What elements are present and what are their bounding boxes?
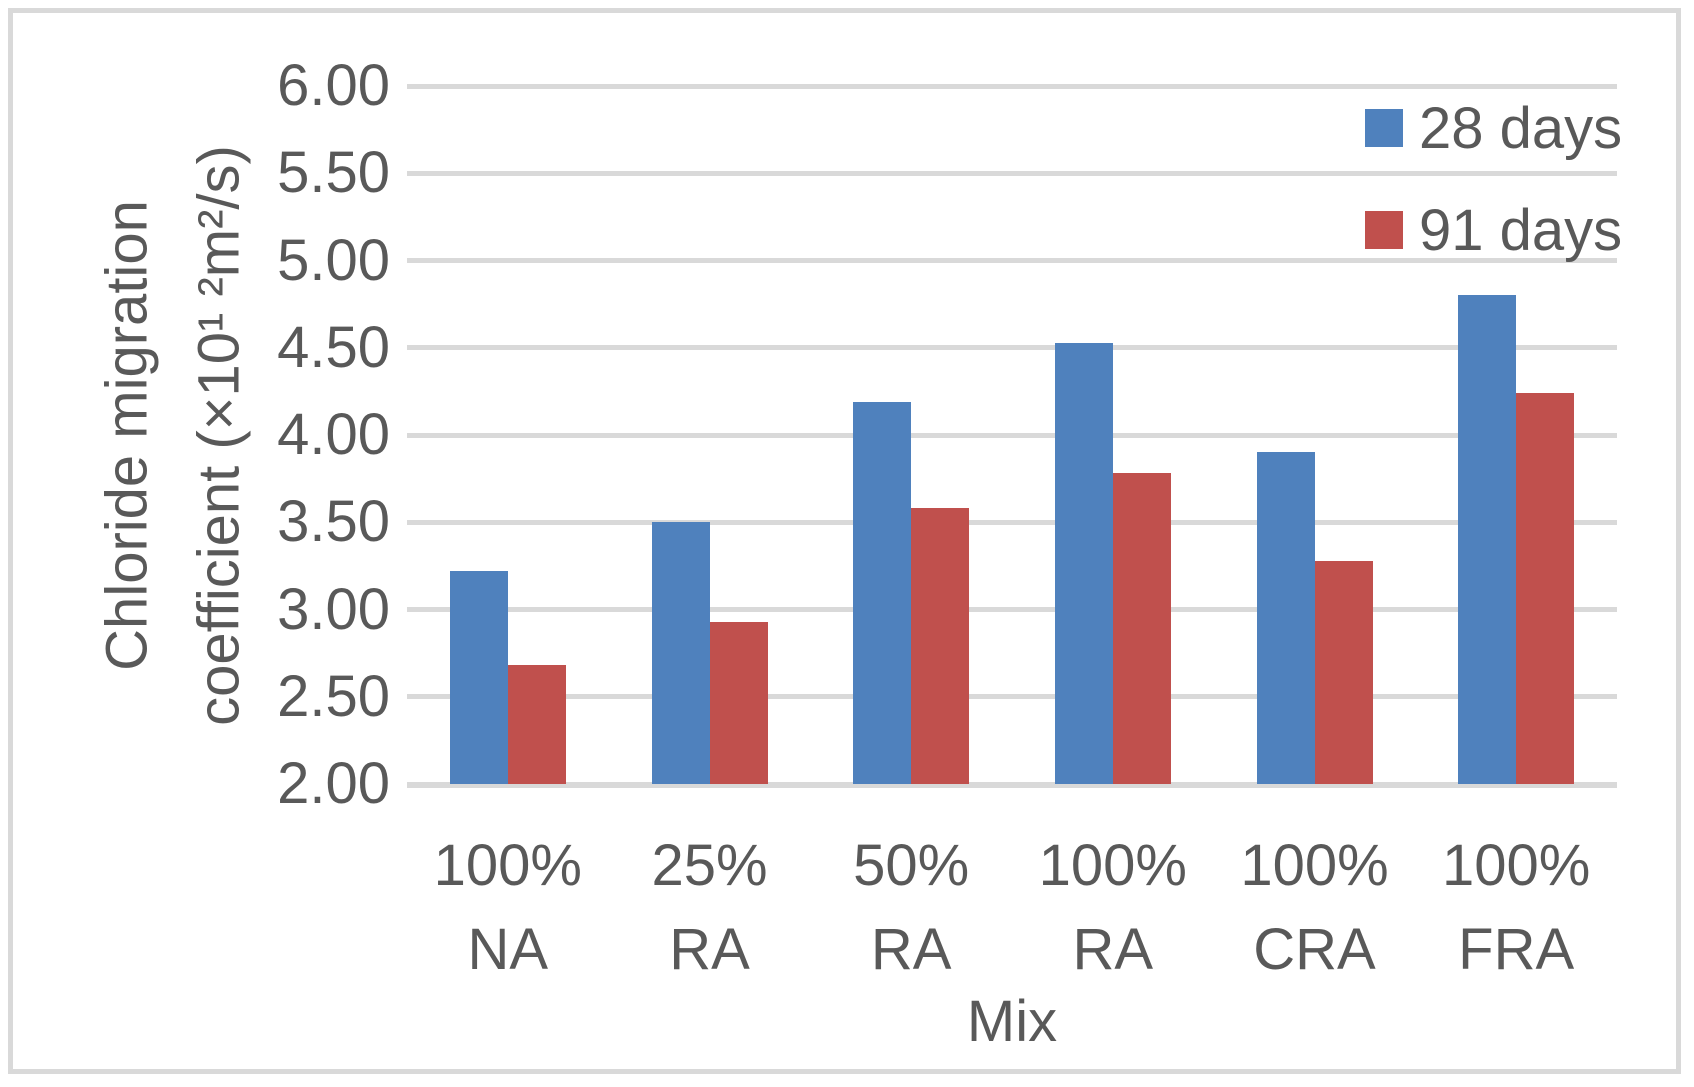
bar-28-days-100-fra — [1458, 295, 1517, 784]
x-category-label-line: CRA — [1253, 917, 1376, 982]
bar-91-days-50-ra — [911, 508, 970, 784]
x-category-label-line: 50% — [853, 833, 970, 898]
gridline — [407, 345, 1617, 351]
gridline — [407, 170, 1617, 176]
bar-91-days-100-ra — [1112, 473, 1171, 784]
y-axis-title-line1: Chloride migration — [93, 199, 159, 671]
legend-item-91-days: 91 days — [1365, 198, 1622, 263]
x-category-label-100-fra: 100% FRA — [1415, 824, 1617, 992]
y-tick-label: 5.00 — [277, 227, 390, 293]
bar-91-days-25-ra — [709, 621, 768, 784]
x-category-label-line: RA — [669, 917, 750, 982]
gridline — [407, 83, 1617, 89]
y-tick-label: 3.50 — [277, 489, 390, 555]
bar-91-days-100-na — [507, 665, 566, 784]
x-category-label-100-ra: 100% RA — [1012, 824, 1214, 992]
legend-item-28-days: 28 days — [1365, 96, 1622, 161]
bar-91-days-100-fra — [1516, 393, 1575, 784]
x-category-label-line: 100% — [1038, 833, 1187, 898]
chart-border — [8, 8, 1681, 1074]
x-category-label-line: NA — [467, 917, 549, 982]
x-axis-line — [407, 781, 1617, 788]
bar-28-days-100-ra — [1054, 342, 1113, 784]
x-category-label-100-na: 100% NA — [407, 824, 609, 992]
y-tick-label: 2.50 — [277, 663, 390, 729]
gridline — [407, 432, 1617, 438]
gridline — [407, 258, 1617, 263]
x-category-label-line: RA — [870, 917, 952, 982]
x-category-label-100-cra: 100% CRA — [1214, 824, 1416, 992]
x-category-label-line: 25% — [651, 833, 768, 898]
x-category-label-line: 100% — [1240, 833, 1389, 898]
x-category-label-line: 100% — [1441, 833, 1591, 898]
gridline — [407, 607, 1617, 612]
bar-28-days-50-ra — [853, 401, 912, 784]
plot-area — [407, 83, 1617, 788]
y-tick-label: 3.00 — [277, 576, 390, 642]
x-category-label-50-ra: 50% RA — [810, 824, 1012, 992]
y-tick-label: 6.00 — [277, 53, 390, 118]
x-axis-title: Mix — [966, 989, 1058, 1054]
gridline — [407, 694, 1617, 700]
y-tick-label: 4.00 — [277, 402, 390, 467]
bar-28-days-100-cra — [1256, 452, 1315, 784]
y-tick-label: 4.50 — [277, 314, 390, 380]
gridline — [407, 519, 1617, 525]
legend: 28 days 91 days — [1365, 96, 1622, 304]
bar-28-days-100-na — [449, 571, 508, 784]
legend-swatch-91-days — [1365, 211, 1403, 249]
legend-label-91-days: 91 days — [1419, 197, 1623, 263]
x-category-label-line: 100% — [433, 833, 582, 898]
legend-label-28-days: 28 days — [1419, 95, 1623, 161]
y-tick-label: 5.50 — [277, 140, 390, 206]
legend-swatch-28-days — [1365, 109, 1403, 147]
bar-28-days-25-ra — [651, 522, 710, 784]
x-category-label-25-ra: 25% RA — [609, 824, 811, 992]
y-tick-label: 2.00 — [277, 751, 390, 816]
x-category-label-line: FRA — [1458, 917, 1575, 982]
x-category-label-line: RA — [1072, 917, 1154, 982]
bar-91-days-100-cra — [1314, 560, 1373, 784]
